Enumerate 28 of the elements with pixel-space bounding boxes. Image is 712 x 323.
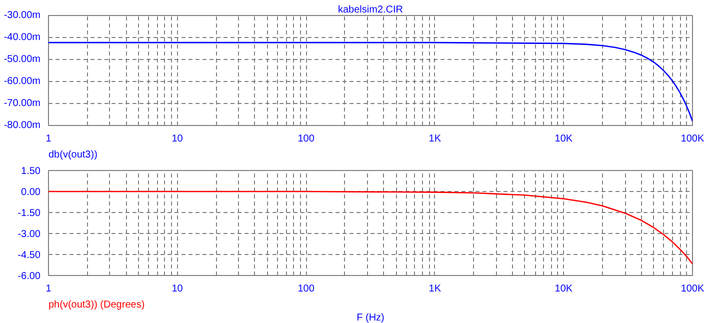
y-tick-label: -1.50 <box>18 208 41 219</box>
x-tick-label: 100K <box>680 284 705 294</box>
text: ph(v(out3)) (Degrees) <box>48 300 145 310</box>
x-axis-title: F (Hz) <box>356 312 384 323</box>
y-tick-label: 1.50 <box>21 166 41 177</box>
x-tick-label: 100 <box>298 134 315 144</box>
y-tick-label: -50.00m <box>4 54 41 65</box>
y-tick-label: -40.00m <box>4 32 41 43</box>
y-tick-label: -80.00m <box>4 120 41 131</box>
x-tick-label: 1 <box>46 134 52 144</box>
text: db(v(out3)) <box>48 150 98 160</box>
x-tick-label: 10K <box>554 134 573 144</box>
x-tick-label: 1K <box>428 134 442 144</box>
y-tick-label: -60.00m <box>4 76 41 87</box>
y-tick-label: -6.00 <box>18 271 41 282</box>
x-tick-label: 1 <box>46 284 52 294</box>
chart-title: kabelsim2.CIR <box>338 4 404 16</box>
y-tick-label: 0.00 <box>21 187 41 198</box>
y-tick-label: -30.00m <box>4 10 41 21</box>
x-tick-label: 10 <box>172 284 184 294</box>
y-tick-label: -70.00m <box>4 98 41 109</box>
x-tick-label: 100 <box>298 284 315 294</box>
y-tick-label: -3.00 <box>18 229 41 240</box>
x-tick-label: 10 <box>172 134 184 144</box>
x-tick-label: 1K <box>428 284 442 294</box>
x-tick-label: 100K <box>680 134 705 144</box>
y-tick-label: -4.50 <box>18 250 41 261</box>
x-tick-label: 10K <box>554 284 573 294</box>
